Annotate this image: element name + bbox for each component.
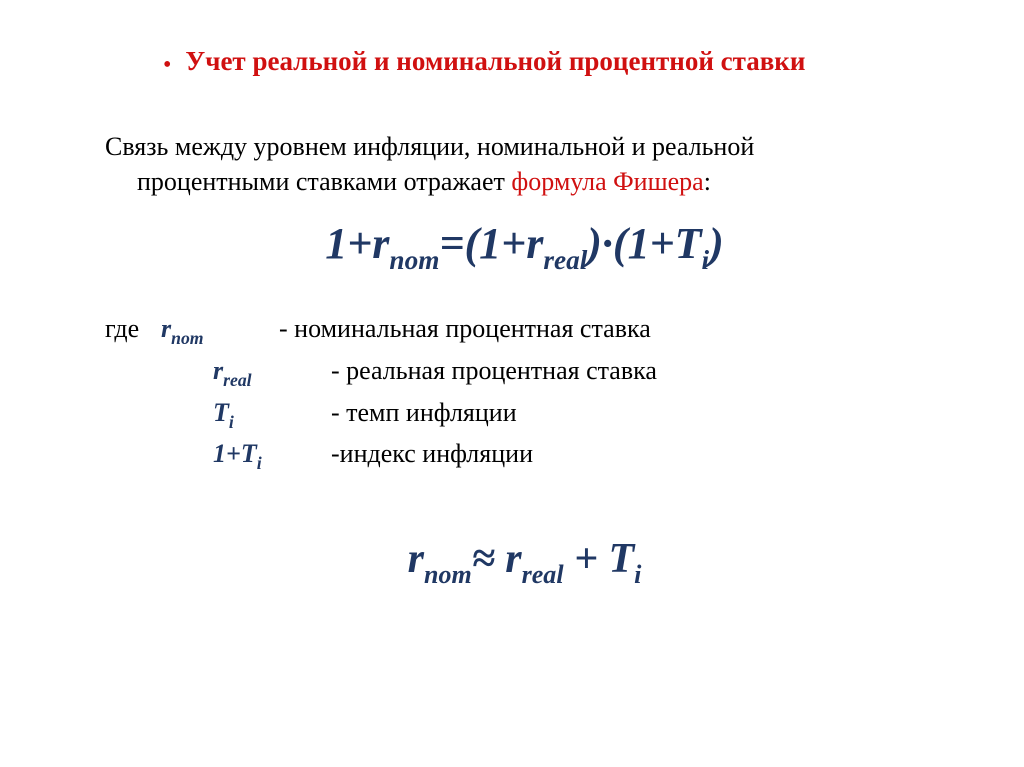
fisher-formula: 1+rnom=(1+rreal)·(1+Ti) — [105, 218, 944, 276]
f1-p2: =(1+r — [439, 219, 543, 268]
sym-rreal: rreal — [213, 351, 331, 393]
f2-p1: r — [408, 536, 424, 582]
bullet-icon: • — [163, 53, 171, 77]
f2-s2: real — [522, 560, 564, 589]
desc-rnom: - номинальная процентная ставка — [279, 309, 651, 351]
sym-rnom-a: r — [161, 314, 171, 343]
f2-s1: nom — [424, 560, 472, 589]
f1-p1: 1+r — [325, 219, 389, 268]
def-row-4: 1+Ti -индекс инфляции — [213, 434, 944, 476]
f1-s1: nom — [389, 245, 439, 275]
slide-content: • Учет реальной и номинальной процентной… — [0, 0, 1024, 589]
f1-p4: ) — [709, 219, 724, 268]
sym-1ti-b: i — [257, 453, 262, 473]
desc-rreal: - реальная процентная ставка — [331, 351, 657, 393]
sym-rnom-b: nom — [171, 328, 203, 348]
sym-rnom: rnom — [161, 309, 279, 351]
sym-rreal-b: real — [223, 370, 251, 390]
intro-line2c: : — [704, 167, 711, 196]
slide-title: Учет реальной и номинальной процентной с… — [185, 45, 805, 77]
definitions: где rnom - номинальная процентная ставка… — [105, 309, 944, 476]
title-row: • Учет реальной и номинальной процентной… — [163, 45, 944, 77]
intro-line2b: формула Фишера — [511, 167, 703, 196]
desc-1ti: -индекс инфляции — [331, 434, 533, 476]
approx-formula: rnom≈ rreal + Ti — [105, 534, 944, 589]
where-label: где — [105, 309, 161, 351]
f2-p3: + T — [564, 536, 635, 582]
sym-ti: Ti — [213, 393, 331, 435]
sym-ti-b: i — [229, 412, 234, 432]
intro-line2a: процентными ставками отражает — [137, 167, 511, 196]
f1-s2: real — [543, 245, 587, 275]
desc-ti: - темп инфляции — [331, 393, 517, 435]
f2-p2: ≈ r — [472, 536, 522, 582]
def-row-3: Ti - темп инфляции — [213, 393, 944, 435]
f2-s3: i — [634, 560, 641, 589]
f1-s3: i — [702, 245, 710, 275]
sym-1ti-a: 1+T — [213, 439, 257, 468]
sym-1ti: 1+Ti — [213, 434, 331, 476]
def-row-1: где rnom - номинальная процентная ставка — [105, 309, 944, 351]
f1-p3: )·(1+T — [587, 219, 701, 268]
intro-line1: Связь между уровнем инфляции, номинально… — [105, 132, 754, 161]
sym-ti-a: T — [213, 398, 229, 427]
def-row-2: rreal - реальная процентная ставка — [213, 351, 944, 393]
intro-text: Связь между уровнем инфляции, номинально… — [105, 129, 944, 199]
sym-rreal-a: r — [213, 356, 223, 385]
